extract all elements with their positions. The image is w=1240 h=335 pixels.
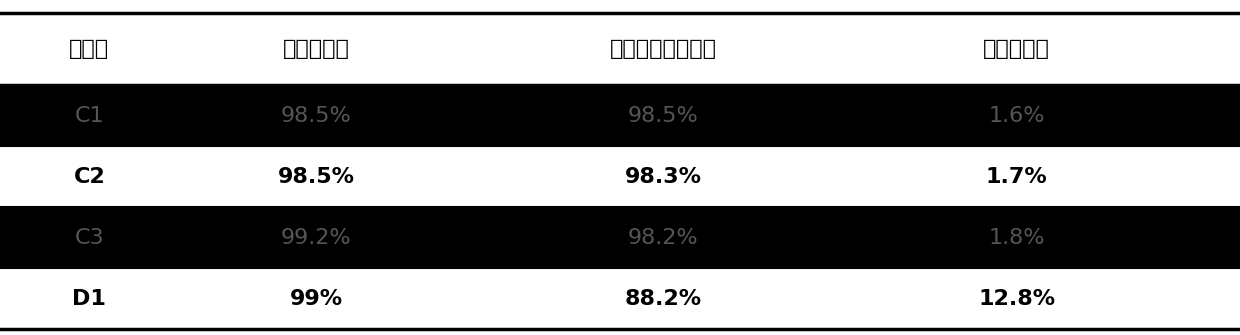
Text: 98.3%: 98.3% (625, 167, 702, 187)
Text: 1.8%: 1.8% (988, 228, 1045, 248)
Text: 99.2%: 99.2% (281, 228, 351, 248)
Text: 98.5%: 98.5% (280, 106, 352, 126)
Text: 98.5%: 98.5% (627, 106, 699, 126)
Bar (0, 207, 1240, 268)
Text: C3: C3 (74, 228, 104, 248)
Text: C2: C2 (73, 167, 105, 187)
Text: C1: C1 (74, 106, 104, 126)
Bar (0, 268, 1240, 329)
Text: 99%: 99% (290, 289, 342, 309)
Text: 12.8%: 12.8% (978, 289, 1055, 309)
Text: D1: D1 (72, 289, 107, 309)
Text: 氨气选择性: 氨气选择性 (983, 40, 1050, 59)
Bar (0, 85, 1240, 146)
Text: 98.2%: 98.2% (629, 228, 698, 248)
Text: 1.6%: 1.6% (988, 106, 1045, 126)
Text: 88.2%: 88.2% (625, 289, 702, 309)
Bar (0, 146, 1240, 207)
Text: 氨基甲酸酯选择性: 氨基甲酸酯选择性 (610, 40, 717, 59)
Text: 催化剂: 催化剂 (69, 40, 109, 59)
Text: 尿素转化率: 尿素转化率 (283, 40, 350, 59)
Text: 1.7%: 1.7% (986, 167, 1048, 187)
Text: 98.5%: 98.5% (278, 167, 355, 187)
